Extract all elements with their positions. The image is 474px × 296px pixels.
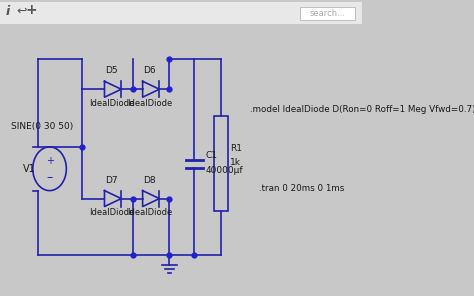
Bar	[214, 116, 228, 210]
Text: i: i	[6, 5, 10, 18]
Text: IdealDiode: IdealDiode	[89, 208, 134, 218]
Text: .model IdealDiode D(Ron=0 Roff=1 Meg Vfwd=0.7): .model IdealDiode D(Ron=0 Roff=1 Meg Vfw…	[250, 104, 474, 114]
Text: V1: V1	[23, 164, 36, 174]
Text: D8: D8	[143, 176, 156, 185]
Text: ↩: ↩	[16, 5, 27, 18]
Text: +: +	[46, 156, 54, 166]
Text: IdealDiode: IdealDiode	[89, 99, 134, 108]
Text: D6: D6	[143, 66, 156, 75]
Bar	[300, 7, 355, 20]
Text: C1: C1	[205, 151, 217, 160]
Text: D5: D5	[105, 66, 118, 75]
Text: .tran 0 20ms 0 1ms: .tran 0 20ms 0 1ms	[259, 184, 345, 193]
Text: –: –	[46, 171, 53, 184]
FancyBboxPatch shape	[0, 2, 362, 24]
Text: +: +	[26, 3, 37, 17]
Text: 1k: 1k	[230, 158, 241, 167]
Text: 40000μf: 40000μf	[205, 166, 243, 175]
Text: search...: search...	[309, 9, 345, 18]
Text: SINE(0 30 50): SINE(0 30 50)	[11, 122, 73, 131]
Text: R1: R1	[230, 144, 242, 153]
Text: IdealDiode: IdealDiode	[127, 208, 172, 218]
Text: D7: D7	[105, 176, 118, 185]
Text: IdealDiode: IdealDiode	[127, 99, 172, 108]
